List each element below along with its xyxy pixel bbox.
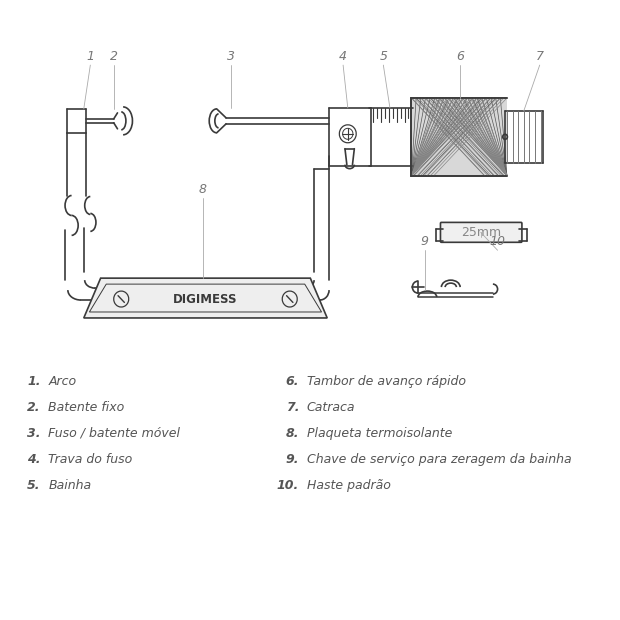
Text: 6.: 6. [286, 375, 299, 388]
Text: 8.: 8. [286, 427, 299, 440]
Text: DIGIMESS: DIGIMESS [173, 293, 237, 306]
FancyBboxPatch shape [440, 223, 522, 242]
Text: 7: 7 [536, 50, 544, 63]
Bar [412, 98, 507, 175]
Text: Batente fixo: Batente fixo [48, 401, 125, 414]
Text: 4.: 4. [27, 453, 41, 466]
Text: 1.: 1. [27, 375, 41, 388]
Text: Chave de serviço para zeragem da bainha: Chave de serviço para zeragem da bainha [307, 453, 571, 466]
Text: 5: 5 [379, 50, 388, 63]
Text: 7.: 7. [286, 401, 299, 414]
Text: 9: 9 [420, 235, 428, 248]
Text: Arco: Arco [48, 375, 76, 388]
Text: Catraca: Catraca [307, 401, 355, 414]
Text: Plaqueta termoisolante: Plaqueta termoisolante [307, 427, 452, 440]
Text: 4: 4 [339, 50, 347, 63]
Text: Bainha: Bainha [48, 479, 91, 492]
Polygon shape [84, 278, 327, 318]
Text: 3: 3 [227, 50, 235, 63]
Text: 25mm: 25mm [461, 226, 501, 239]
Text: 10: 10 [490, 235, 505, 248]
Text: 6: 6 [456, 50, 464, 63]
Text: 1: 1 [86, 50, 94, 63]
Text: Trava do fuso: Trava do fuso [48, 453, 133, 466]
Text: 2: 2 [110, 50, 118, 63]
Text: 10.: 10. [277, 479, 299, 492]
Text: 2.: 2. [27, 401, 41, 414]
Text: Tambor de avanço rápido: Tambor de avanço rápido [307, 375, 466, 388]
Text: 8: 8 [198, 182, 206, 195]
Text: Haste padrão: Haste padrão [307, 479, 391, 492]
Text: 5.: 5. [27, 479, 41, 492]
Text: 3.: 3. [27, 427, 41, 440]
Text: Fuso / batente móvel: Fuso / batente móvel [48, 427, 180, 440]
Text: 9.: 9. [286, 453, 299, 466]
